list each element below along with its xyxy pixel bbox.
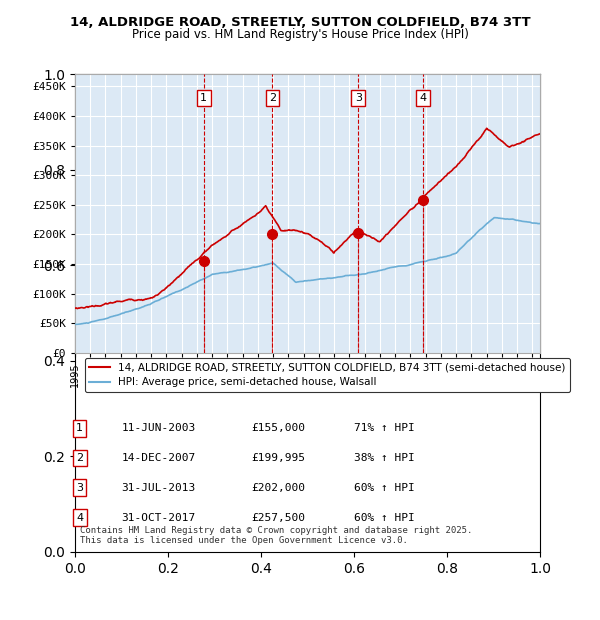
Text: £199,995: £199,995 [252, 453, 306, 463]
Text: 71% ↑ HPI: 71% ↑ HPI [354, 423, 415, 433]
Text: Contains HM Land Registry data © Crown copyright and database right 2025.
This d: Contains HM Land Registry data © Crown c… [80, 526, 472, 545]
Bar [203, 74, 423, 353]
Text: 4: 4 [76, 513, 83, 523]
Text: 31-JUL-2013: 31-JUL-2013 [121, 483, 196, 493]
Text: 2: 2 [76, 453, 83, 463]
Text: 60% ↑ HPI: 60% ↑ HPI [354, 513, 415, 523]
Text: 31-OCT-2017: 31-OCT-2017 [121, 513, 196, 523]
Text: 14, ALDRIDGE ROAD, STREETLY, SUTTON COLDFIELD, B74 3TT: 14, ALDRIDGE ROAD, STREETLY, SUTTON COLD… [70, 16, 530, 29]
Text: 11-JUN-2003: 11-JUN-2003 [121, 423, 196, 433]
Text: 3: 3 [355, 93, 362, 103]
Text: 2: 2 [269, 93, 276, 103]
Text: £257,500: £257,500 [252, 513, 306, 523]
Legend: 14, ALDRIDGE ROAD, STREETLY, SUTTON COLDFIELD, B74 3TT (semi-detached house), HP: 14, ALDRIDGE ROAD, STREETLY, SUTTON COLD… [85, 358, 570, 392]
Text: Price paid vs. HM Land Registry's House Price Index (HPI): Price paid vs. HM Land Registry's House … [131, 28, 469, 41]
Text: £155,000: £155,000 [252, 423, 306, 433]
Text: 3: 3 [76, 483, 83, 493]
Text: 1: 1 [200, 93, 207, 103]
Text: 38% ↑ HPI: 38% ↑ HPI [354, 453, 415, 463]
Text: 4: 4 [419, 93, 427, 103]
Text: 14-DEC-2007: 14-DEC-2007 [121, 453, 196, 463]
Text: 60% ↑ HPI: 60% ↑ HPI [354, 483, 415, 493]
Text: £202,000: £202,000 [252, 483, 306, 493]
Text: 1: 1 [76, 423, 83, 433]
